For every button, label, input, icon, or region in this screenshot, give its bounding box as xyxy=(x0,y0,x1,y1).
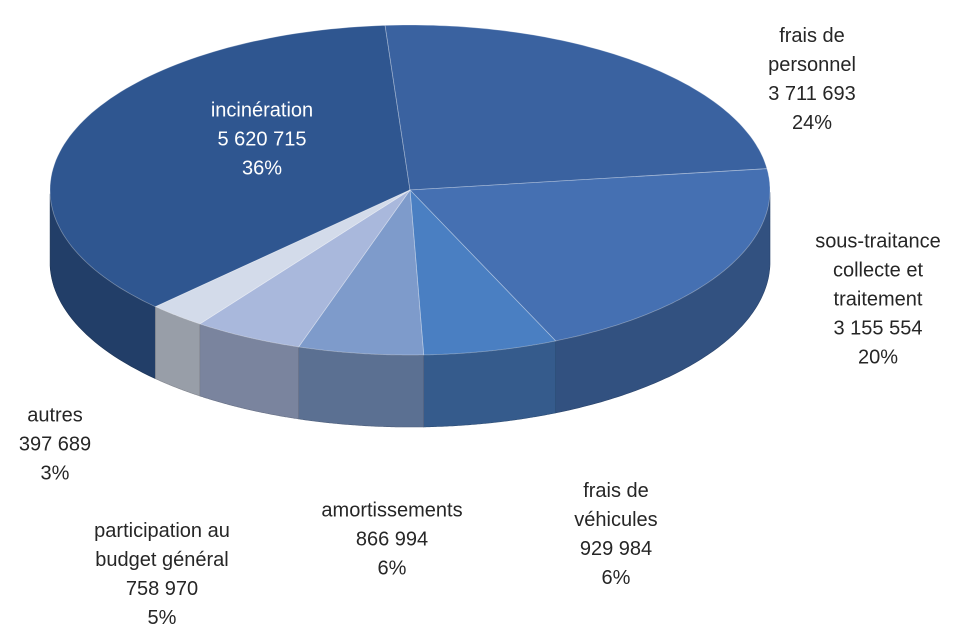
value-label: 5 620 715 xyxy=(217,128,307,151)
category: sous-traitance collecte et traitement xyxy=(815,230,941,311)
category: incinération xyxy=(210,99,314,122)
category: autres xyxy=(27,404,83,427)
pie-slice xyxy=(409,188,557,356)
pie-side xyxy=(298,346,424,428)
percentage-label: 5% xyxy=(147,607,177,629)
value-label: 929 984 xyxy=(579,538,653,560)
value-label: 3 711 693 xyxy=(768,83,856,105)
category: frais de personnel xyxy=(768,25,856,76)
pie-slice xyxy=(384,24,768,191)
category: amortissements xyxy=(321,499,463,522)
percentage-label: 3% xyxy=(40,462,70,485)
pie-slice xyxy=(409,168,771,342)
value-label: 397 689 xyxy=(18,433,92,456)
slice-label: frais de personnel 3 711 693 24% xyxy=(757,22,867,138)
value-label: 866 994 xyxy=(355,528,429,551)
value-label: 3 155 554 xyxy=(833,317,923,340)
pie-slice xyxy=(154,189,411,325)
slice-label: participation au budget général 758 970 5% xyxy=(67,517,257,633)
percentage-label: 24% xyxy=(791,112,833,134)
slice-label: sous-traitance collecte et traitement 3 1… xyxy=(798,228,958,373)
percentage-label: 6% xyxy=(377,557,407,580)
pie-slice xyxy=(198,189,411,348)
slice-label: frais de véhicules 929 984 6% xyxy=(561,477,671,593)
value-label: 758 970 xyxy=(125,578,199,600)
pie-slice xyxy=(297,188,425,356)
slice-label: autres 397 689 3% xyxy=(5,402,105,489)
slice-label: amortissements 866 994 6% xyxy=(292,497,492,584)
percentage-label: 36% xyxy=(241,157,283,180)
category: participation au budget général xyxy=(94,520,230,571)
pie-slice xyxy=(49,24,411,308)
percentage-label: 20% xyxy=(857,346,899,369)
slice-label: incinération 5 620 715 36% xyxy=(162,97,362,184)
percentage-label: 6% xyxy=(601,567,631,589)
category: frais de véhicules xyxy=(574,480,658,531)
